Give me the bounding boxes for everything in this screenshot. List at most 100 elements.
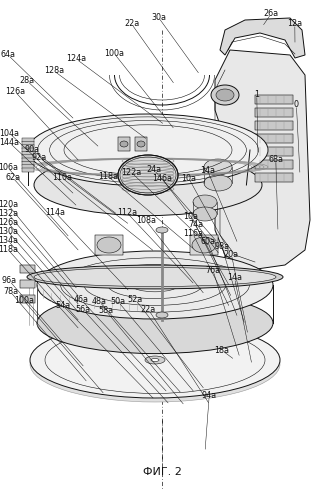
FancyBboxPatch shape — [22, 141, 34, 145]
Text: 132a: 132a — [0, 209, 18, 218]
FancyBboxPatch shape — [22, 161, 34, 165]
Text: 54a: 54a — [55, 301, 70, 310]
Text: 48a: 48a — [92, 297, 107, 306]
Text: 20a: 20a — [224, 250, 239, 259]
FancyBboxPatch shape — [20, 280, 35, 288]
FancyBboxPatch shape — [190, 235, 218, 255]
Ellipse shape — [137, 141, 145, 147]
Text: 126a: 126a — [0, 218, 18, 227]
Text: 110a: 110a — [52, 173, 72, 182]
Text: 64a: 64a — [0, 50, 16, 59]
Text: 124a: 124a — [66, 54, 86, 63]
Text: 78a: 78a — [3, 287, 18, 296]
Polygon shape — [215, 50, 310, 270]
Text: ФИГ. 2: ФИГ. 2 — [143, 467, 181, 477]
Text: 122a: 122a — [121, 168, 142, 177]
FancyBboxPatch shape — [22, 168, 34, 172]
Ellipse shape — [151, 272, 161, 278]
Ellipse shape — [133, 278, 139, 281]
Text: 130a: 130a — [0, 227, 18, 236]
Text: 114a: 114a — [45, 208, 66, 217]
Text: 74a: 74a — [188, 220, 203, 229]
Ellipse shape — [30, 326, 280, 402]
FancyBboxPatch shape — [22, 158, 34, 162]
Text: 1: 1 — [254, 90, 259, 99]
Ellipse shape — [37, 251, 273, 319]
Ellipse shape — [34, 154, 262, 216]
Text: 18a: 18a — [214, 346, 230, 355]
Text: 12a: 12a — [287, 19, 302, 28]
Ellipse shape — [120, 141, 128, 147]
Text: 146a: 146a — [152, 174, 172, 183]
Ellipse shape — [118, 155, 178, 195]
Text: 112a: 112a — [117, 208, 137, 217]
Text: 118a: 118a — [0, 245, 18, 254]
Ellipse shape — [141, 274, 151, 280]
Text: 60a: 60a — [200, 237, 215, 246]
Text: 126a: 126a — [5, 87, 25, 96]
Text: 134a: 134a — [0, 236, 18, 245]
Polygon shape — [220, 18, 305, 58]
Ellipse shape — [156, 227, 168, 233]
FancyBboxPatch shape — [22, 148, 34, 152]
Text: 22a: 22a — [141, 305, 156, 314]
Ellipse shape — [30, 322, 280, 398]
Ellipse shape — [161, 274, 171, 280]
Ellipse shape — [144, 275, 148, 278]
Ellipse shape — [153, 273, 158, 276]
Text: 68a: 68a — [268, 155, 283, 164]
FancyBboxPatch shape — [20, 295, 35, 303]
Text: 30a: 30a — [151, 13, 166, 22]
Text: 28a: 28a — [19, 76, 35, 85]
Ellipse shape — [37, 292, 273, 354]
Ellipse shape — [171, 277, 181, 283]
FancyBboxPatch shape — [255, 173, 293, 182]
FancyBboxPatch shape — [255, 134, 293, 143]
FancyBboxPatch shape — [22, 151, 34, 155]
Text: 76a: 76a — [205, 266, 221, 275]
Text: 14a: 14a — [227, 273, 242, 282]
FancyBboxPatch shape — [22, 165, 34, 169]
FancyBboxPatch shape — [22, 145, 34, 149]
Text: 58a: 58a — [98, 306, 113, 315]
Text: 98a: 98a — [214, 242, 230, 251]
Text: 24a: 24a — [146, 165, 161, 174]
Text: 56a: 56a — [76, 305, 91, 314]
Ellipse shape — [151, 358, 159, 361]
Text: 62a: 62a — [5, 173, 20, 182]
Text: 52a: 52a — [128, 295, 143, 304]
Ellipse shape — [192, 237, 216, 253]
Text: 10a: 10a — [183, 212, 198, 221]
Text: 108a: 108a — [136, 216, 156, 225]
FancyBboxPatch shape — [255, 147, 293, 156]
Text: 100a: 100a — [104, 49, 124, 58]
Text: 90a: 90a — [24, 145, 39, 154]
Text: 22a: 22a — [124, 19, 139, 28]
Ellipse shape — [97, 237, 121, 253]
Text: 14a: 14a — [200, 166, 215, 175]
Ellipse shape — [216, 89, 234, 101]
Ellipse shape — [145, 356, 165, 364]
Text: 120a: 120a — [0, 200, 18, 209]
Ellipse shape — [204, 175, 232, 191]
Text: 94a: 94a — [202, 391, 217, 400]
FancyBboxPatch shape — [135, 137, 147, 151]
Text: 104a: 104a — [0, 129, 20, 138]
Text: 92a: 92a — [32, 153, 47, 162]
Text: 96a: 96a — [2, 276, 17, 285]
Text: 144a: 144a — [0, 138, 20, 147]
FancyBboxPatch shape — [255, 160, 293, 169]
Text: 0: 0 — [294, 100, 299, 109]
Ellipse shape — [27, 265, 283, 289]
Text: 106a: 106a — [0, 163, 18, 172]
Ellipse shape — [28, 114, 268, 186]
Text: 46a: 46a — [74, 295, 89, 304]
Ellipse shape — [34, 267, 276, 286]
Ellipse shape — [193, 195, 217, 209]
Ellipse shape — [131, 277, 141, 283]
FancyBboxPatch shape — [255, 95, 293, 104]
FancyBboxPatch shape — [95, 235, 123, 255]
Text: 50a: 50a — [110, 297, 126, 306]
Text: 116a: 116a — [183, 229, 203, 238]
Text: 26a: 26a — [263, 9, 279, 18]
